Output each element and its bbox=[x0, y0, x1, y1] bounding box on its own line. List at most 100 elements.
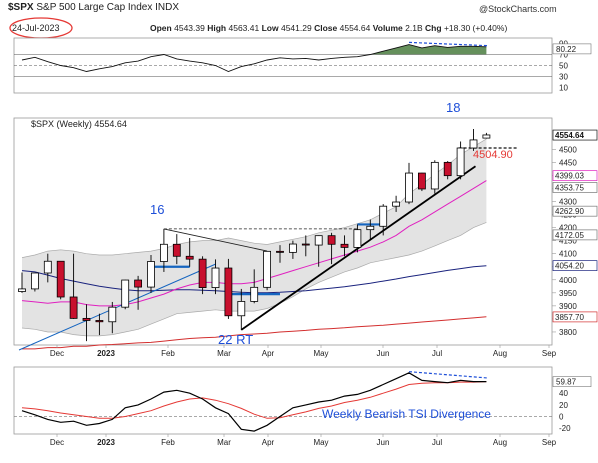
close-value: 4554.64 bbox=[339, 23, 371, 33]
candle-body bbox=[224, 267, 233, 317]
price-value-label: 4353.75 bbox=[555, 183, 584, 192]
price-value-label: 3857.70 bbox=[555, 313, 584, 322]
low-value: 4541.29 bbox=[280, 23, 312, 33]
rsi-overbought-fill bbox=[22, 44, 487, 55]
price-value-box bbox=[552, 205, 598, 217]
tsi-divergence-annotation: Weekly Bearish TSI Divergence bbox=[322, 407, 491, 421]
candle-body bbox=[456, 147, 465, 177]
price-value-label: 4172.05 bbox=[555, 231, 584, 240]
chart-header-line1: $SPX S&P 500 Large Cap Index INDX bbox=[8, 2, 179, 13]
candle-body bbox=[417, 172, 426, 190]
ohlc-line: Open 4543.39 High 4563.41 Low 4541.29 Cl… bbox=[150, 23, 508, 33]
tsi-frame bbox=[13, 366, 553, 435]
open-value: 4543.39 bbox=[174, 23, 205, 33]
tsi-line bbox=[21, 372, 487, 432]
candle-body bbox=[82, 317, 91, 321]
candle-body bbox=[405, 172, 413, 203]
symbol: $SPX bbox=[8, 2, 34, 13]
price-value-label: 4554.64 bbox=[555, 131, 584, 140]
tsi-x-tick-label: Mar bbox=[217, 438, 231, 447]
brand-label: @StockCharts.com bbox=[479, 4, 557, 14]
candle-body bbox=[185, 255, 194, 260]
candle-body bbox=[288, 243, 297, 253]
exchange: INDX bbox=[155, 2, 180, 13]
price-value-label: 4399.03 bbox=[555, 172, 584, 181]
price-value-label: 4054.20 bbox=[555, 262, 584, 271]
price-x-tick-label: Dec bbox=[50, 349, 64, 358]
candle-body bbox=[108, 306, 117, 323]
tsi-last-value: 59.87 bbox=[556, 378, 577, 387]
volume-value: 2.1B bbox=[405, 23, 423, 33]
candle-body bbox=[95, 320, 104, 323]
tsi-x-tick-label: Feb bbox=[161, 438, 175, 447]
date-label: 24-Jul-2023 bbox=[12, 23, 60, 33]
tsi-value-box bbox=[552, 376, 592, 387]
price-x-tick-label: Apr bbox=[262, 349, 275, 358]
annotation-line bbox=[163, 228, 268, 252]
price-tick-label: 4150 bbox=[559, 237, 577, 246]
rsi-divergence-line bbox=[408, 41, 489, 47]
annotation-16: 16 bbox=[150, 202, 164, 217]
price-tick-label: 4200 bbox=[559, 224, 577, 233]
tsi-x-tick-label: Apr bbox=[262, 438, 275, 447]
price-x-tick-label: Aug bbox=[493, 349, 507, 358]
price-tick-label: 4450 bbox=[559, 158, 577, 167]
candle-body bbox=[147, 261, 155, 288]
index-name: S&P 500 Large Cap Index bbox=[36, 2, 153, 13]
candle-body bbox=[43, 260, 52, 274]
price-x-tick-label: Jun bbox=[377, 349, 390, 358]
price-legend: $SPX (Weekly) 4554.64 bbox=[31, 119, 127, 129]
candle-body bbox=[430, 161, 439, 190]
tsi-signal-line bbox=[21, 381, 487, 419]
annotation-line bbox=[240, 165, 477, 331]
candle-body bbox=[327, 235, 336, 245]
tsi-x-tick-label: Jun bbox=[377, 438, 390, 447]
price-x-tick-label: Jul bbox=[432, 349, 442, 358]
candle-body bbox=[263, 250, 272, 288]
annotation-18: 18 bbox=[446, 100, 460, 115]
price-value-box bbox=[552, 229, 598, 241]
candle-body bbox=[314, 235, 323, 246]
candle-body bbox=[353, 229, 362, 248]
candle-body bbox=[482, 134, 491, 139]
candle-body bbox=[366, 225, 375, 231]
candle-body bbox=[469, 139, 478, 149]
price-value-label: 4262.90 bbox=[555, 207, 584, 216]
price-tick-label: 3900 bbox=[559, 302, 577, 311]
rsi-tick-label: 10 bbox=[559, 84, 568, 93]
tsi-tick-label: 40 bbox=[559, 389, 568, 398]
change-value: +18.30 (+0.40%) bbox=[443, 23, 508, 33]
tsi-tick-label: 20 bbox=[559, 401, 568, 410]
candle-body bbox=[121, 279, 130, 308]
tsi-x-tick-label: Dec bbox=[50, 438, 64, 447]
candle-body bbox=[250, 286, 259, 302]
candle-body bbox=[172, 243, 181, 257]
price-x-tick-label: May bbox=[313, 349, 328, 358]
candle-body bbox=[237, 301, 246, 317]
bollinger-lower-line bbox=[21, 222, 487, 337]
rsi-line bbox=[21, 44, 487, 72]
candle-body bbox=[211, 267, 220, 288]
rsi-tick-label: 50 bbox=[559, 62, 568, 71]
candle-body bbox=[159, 243, 168, 262]
candle-body bbox=[198, 258, 207, 288]
rsi-panel: 907050301080.22 bbox=[13, 37, 592, 94]
candle-body bbox=[443, 161, 452, 177]
price-x-tick-label: Sep bbox=[542, 349, 557, 358]
tsi-x-tick-label: May bbox=[313, 438, 328, 447]
price-value-box bbox=[552, 182, 598, 193]
candle-body bbox=[340, 243, 349, 248]
candle-body bbox=[379, 205, 388, 227]
price-tick-label: 3800 bbox=[559, 328, 577, 337]
annotation-line bbox=[18, 263, 216, 351]
price-value-box bbox=[552, 129, 598, 141]
candle-body bbox=[276, 250, 284, 253]
rsi-last-value: 80.22 bbox=[556, 45, 577, 54]
price-value-box bbox=[552, 260, 598, 271]
price-x-tick-label: 2023 bbox=[97, 349, 115, 358]
price-x-tick-label: Mar bbox=[217, 349, 231, 358]
candle-body bbox=[18, 288, 26, 292]
price-value-box bbox=[552, 170, 598, 182]
